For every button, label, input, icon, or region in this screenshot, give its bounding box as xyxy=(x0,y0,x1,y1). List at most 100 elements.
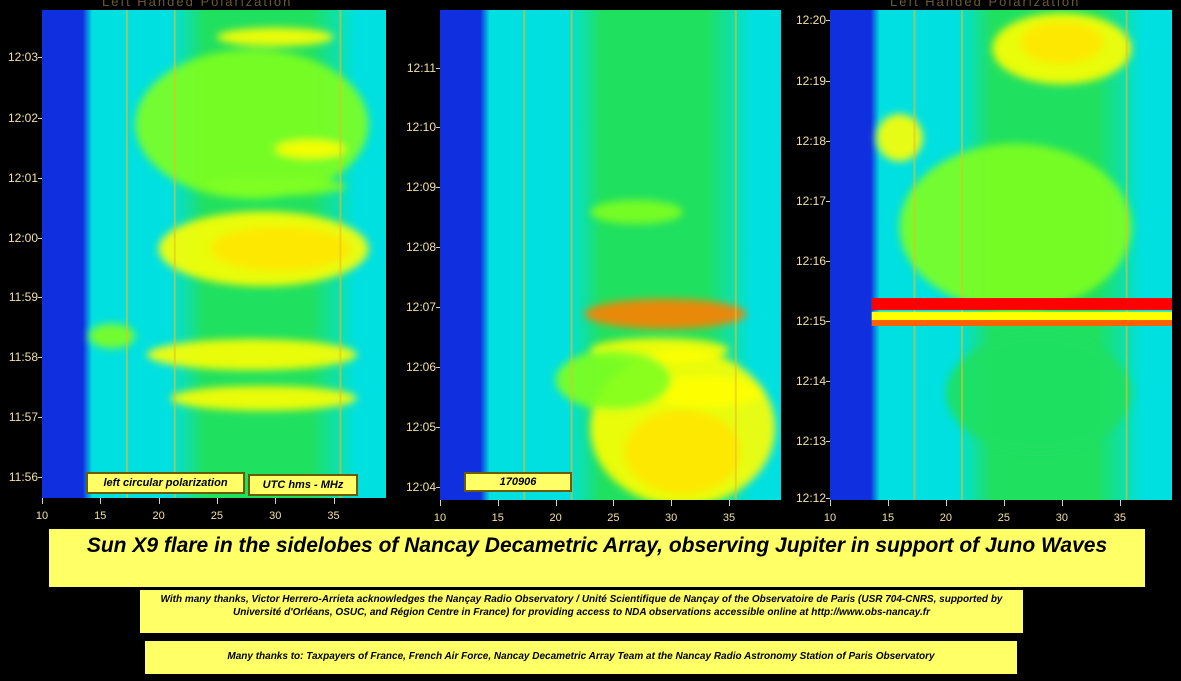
x-tick-label: 10 xyxy=(823,512,837,524)
x-tick-mark xyxy=(830,500,831,506)
interference-line xyxy=(570,10,573,500)
y-tick-mark xyxy=(38,57,42,58)
x-tick-mark xyxy=(333,498,335,504)
emission-region xyxy=(88,323,136,349)
x-tick-mark xyxy=(216,498,218,504)
emission-region xyxy=(584,299,747,329)
x-tick-mark xyxy=(1003,500,1005,506)
y-tick-mark xyxy=(436,247,440,248)
x-tick-label: 15 xyxy=(491,512,504,524)
x-tick-mark xyxy=(275,498,277,504)
spectrogram-svg xyxy=(42,10,386,498)
x-tick-mark xyxy=(945,500,947,506)
interference-line xyxy=(339,10,342,498)
thanks-text: Many thanks to: Taxpayers of France, Fre… xyxy=(145,641,1017,674)
y-tick-mark xyxy=(826,141,830,142)
y-tick-mark xyxy=(436,187,440,188)
y-tick-mark xyxy=(38,297,42,298)
y-tick-label: 12:04 xyxy=(405,480,436,494)
x-tick-label: 25 xyxy=(210,510,224,522)
y-tick-label: 12:00 xyxy=(7,231,38,245)
y-tick-label: 12:07 xyxy=(405,300,436,314)
y-tick-label: 12:06 xyxy=(405,360,436,374)
x-tick-mark xyxy=(42,498,43,504)
x-tick-mark xyxy=(671,500,673,506)
y-tick-mark xyxy=(436,307,440,308)
y-tick-label: 12:02 xyxy=(7,111,38,125)
spectrogram-plot xyxy=(440,10,781,500)
emission-region xyxy=(216,27,334,47)
y-tick-label: 12:12 xyxy=(795,491,826,505)
saturation-band xyxy=(871,320,1172,326)
x-tick-label: 30 xyxy=(1055,512,1068,524)
y-tick-label: 12:03 xyxy=(7,50,38,64)
x-tick-label: 25 xyxy=(997,512,1011,524)
spectrogram-svg xyxy=(440,10,781,500)
spectrogram-plot xyxy=(42,10,386,498)
emission-region xyxy=(275,139,346,159)
x-tick-label: 35 xyxy=(327,510,340,522)
emission-region xyxy=(648,377,764,407)
y-tick-mark xyxy=(826,20,830,21)
x-tick-label: 10 xyxy=(433,512,447,524)
spectrogram-svg xyxy=(830,10,1172,500)
x-tick-mark xyxy=(1119,500,1121,506)
y-tick-mark xyxy=(436,367,440,368)
interference-line xyxy=(125,10,128,498)
x-tick-mark xyxy=(1061,500,1063,506)
interference-line xyxy=(1125,10,1128,500)
panel-title: Left Handed Polarization xyxy=(102,0,293,9)
x-tick-mark xyxy=(555,500,557,506)
y-tick-mark xyxy=(436,127,440,128)
x-tick-mark xyxy=(440,500,441,506)
emission-region xyxy=(555,350,672,410)
y-tick-label: 12:16 xyxy=(795,254,826,268)
emission-region xyxy=(170,385,357,411)
y-tick-mark xyxy=(826,261,830,262)
x-tick-mark xyxy=(100,498,102,504)
emission-region xyxy=(205,177,346,196)
x-tick-label: 35 xyxy=(1113,512,1126,524)
y-tick-mark xyxy=(38,238,42,239)
y-tick-label: 12:08 xyxy=(405,240,436,254)
x-tick-label: 35 xyxy=(722,512,736,524)
y-tick-label: 12:17 xyxy=(795,194,826,208)
interference-line xyxy=(523,10,526,500)
main-title: Sun X9 flare in the sidelobes of Nancay … xyxy=(49,529,1145,587)
interference-line xyxy=(173,10,176,498)
y-tick-label: 12:09 xyxy=(405,180,436,194)
y-tick-mark xyxy=(436,427,440,428)
y-tick-mark xyxy=(826,81,830,82)
x-tick-mark xyxy=(497,500,499,506)
plot-label-box: left circular polarization xyxy=(86,472,245,494)
emission-region xyxy=(992,12,1132,85)
x-tick-label: 25 xyxy=(607,512,620,524)
y-tick-label: 12:14 xyxy=(795,374,826,388)
saturation-band xyxy=(871,298,1172,310)
emission-region xyxy=(590,200,683,224)
y-tick-mark xyxy=(436,68,440,69)
plot-label-box: UTC hms - MHz xyxy=(248,474,358,496)
x-tick-label: 15 xyxy=(94,510,107,522)
x-tick-mark xyxy=(887,500,889,506)
x-tick-label: 15 xyxy=(881,512,895,524)
y-tick-mark xyxy=(826,321,830,322)
x-tick-label: 20 xyxy=(939,512,953,524)
y-tick-mark xyxy=(38,417,42,418)
saturation-band xyxy=(871,311,1172,321)
y-tick-label: 11:58 xyxy=(8,350,38,364)
plot-label-box: 170906 xyxy=(464,472,572,492)
x-tick-label: 20 xyxy=(152,510,165,522)
interference-line xyxy=(961,10,964,500)
y-tick-label: 12:18 xyxy=(795,134,826,148)
y-tick-mark xyxy=(38,118,42,119)
y-tick-label: 11:56 xyxy=(8,470,38,484)
y-tick-label: 12:13 xyxy=(795,434,826,448)
x-tick-mark xyxy=(158,498,160,504)
y-tick-label: 12:19 xyxy=(795,74,826,88)
x-tick-label: 30 xyxy=(269,510,282,522)
y-tick-label: 12:20 xyxy=(795,13,826,27)
y-tick-mark xyxy=(826,441,830,442)
y-tick-label: 12:01 xyxy=(7,171,38,185)
y-tick-mark xyxy=(826,381,830,382)
